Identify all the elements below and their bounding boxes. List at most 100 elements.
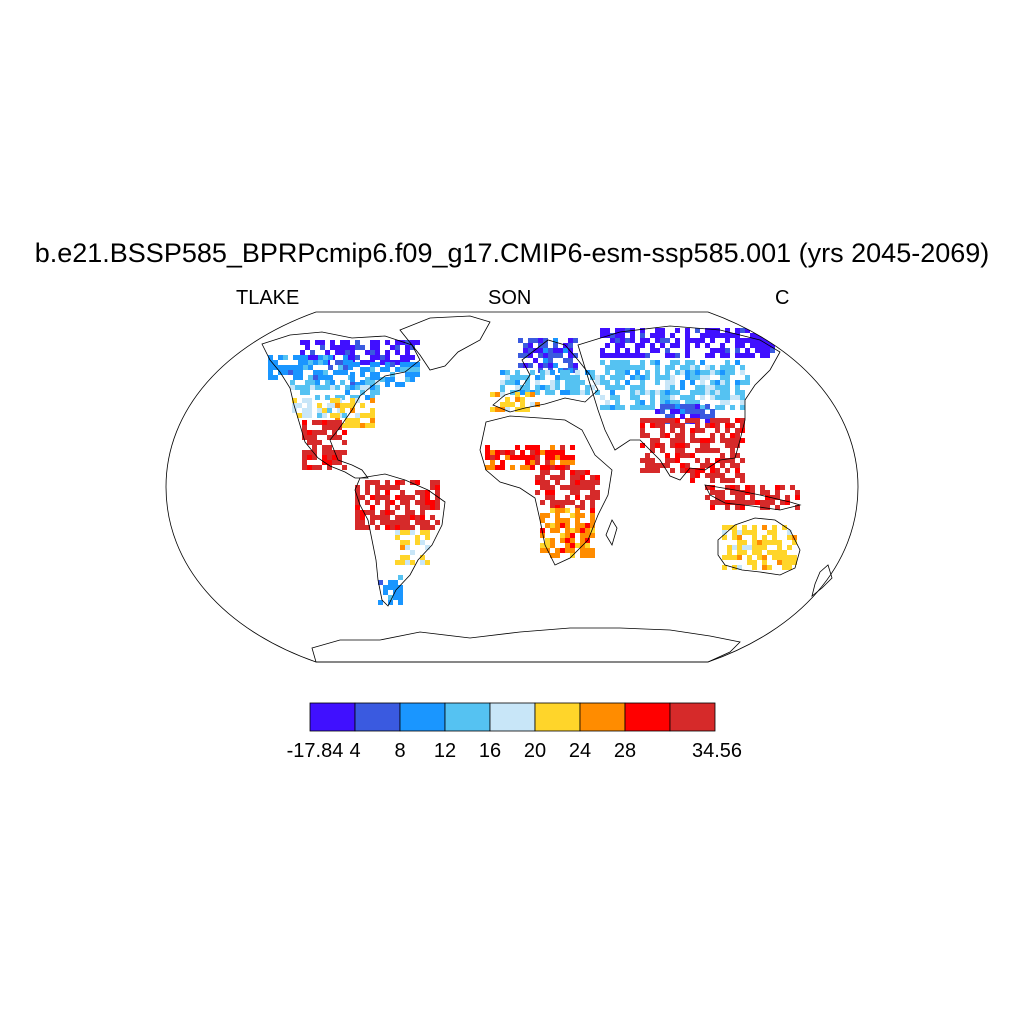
data-cell <box>312 450 317 455</box>
data-cell <box>675 360 680 365</box>
data-cell <box>700 463 705 468</box>
data-cell <box>680 443 685 448</box>
data-cell <box>767 550 772 555</box>
data-cell <box>640 375 645 380</box>
data-cell <box>365 350 370 355</box>
data-cell <box>625 365 630 370</box>
data-cell <box>400 362 405 367</box>
data-cell <box>655 390 660 395</box>
data-cell <box>710 333 715 338</box>
data-cell <box>732 530 737 535</box>
data-cell <box>665 433 670 438</box>
data-cell <box>777 540 782 545</box>
data-cell <box>645 453 650 458</box>
data-cell <box>670 443 675 448</box>
data-cell <box>525 455 530 460</box>
data-cell <box>550 490 555 495</box>
data-cell <box>655 333 660 338</box>
data-cell <box>400 500 405 505</box>
data-cell <box>640 443 645 448</box>
data-cell <box>515 380 520 385</box>
data-cell <box>620 385 625 390</box>
data-cell <box>610 365 615 370</box>
data-cell <box>740 400 745 405</box>
data-cell <box>680 370 685 375</box>
data-cell <box>395 530 400 535</box>
data-cell <box>595 495 600 500</box>
data-cell <box>580 553 585 558</box>
data-cell <box>307 408 312 413</box>
data-cell <box>670 418 675 423</box>
data-cell <box>600 380 605 385</box>
data-cell <box>605 343 610 348</box>
data-cell <box>535 375 540 380</box>
data-cell <box>325 385 330 390</box>
data-cell <box>520 402 525 407</box>
data-cell <box>752 560 757 565</box>
data-cell <box>695 409 700 414</box>
data-cell <box>780 500 785 505</box>
data-cell <box>757 555 762 560</box>
data-cell <box>575 505 580 510</box>
data-cell <box>335 345 340 350</box>
data-cell <box>365 510 370 515</box>
data-cell <box>315 385 320 390</box>
data-cell <box>755 343 760 348</box>
data-cell <box>290 385 295 390</box>
data-cell <box>690 433 695 438</box>
data-cell <box>665 418 670 423</box>
data-cell <box>740 365 745 370</box>
data-cell <box>425 525 430 530</box>
data-cell <box>530 402 535 407</box>
colorbar-tick-label: 20 <box>523 740 547 762</box>
data-cell <box>535 390 540 395</box>
data-cell <box>670 400 675 405</box>
data-cell <box>590 518 595 523</box>
data-cell <box>570 475 575 480</box>
data-cell <box>335 350 340 355</box>
data-cell <box>420 505 425 510</box>
data-cell <box>735 418 740 423</box>
data-cell <box>360 367 365 372</box>
data-cell <box>550 538 555 543</box>
data-cell <box>405 340 410 345</box>
data-cell <box>715 448 720 453</box>
data-cell <box>680 433 685 438</box>
data-cell <box>715 395 720 400</box>
data-cell <box>337 435 342 440</box>
region-southern-brazil <box>395 530 430 565</box>
data-cell <box>565 455 570 460</box>
data-cell <box>405 555 410 560</box>
data-cell <box>675 338 680 343</box>
data-cell <box>405 510 410 515</box>
data-cell <box>742 545 747 550</box>
data-cell <box>380 377 385 382</box>
data-cell <box>772 550 777 555</box>
data-cell <box>670 360 675 365</box>
data-cell <box>390 485 395 490</box>
data-cell <box>585 485 590 490</box>
data-cell <box>360 372 365 377</box>
data-cell <box>390 345 395 350</box>
data-cell <box>300 340 305 345</box>
data-cell <box>585 543 590 548</box>
data-cell <box>565 370 570 375</box>
data-cell <box>520 397 525 402</box>
data-cell <box>710 433 715 438</box>
colorbar-box <box>579 702 626 732</box>
data-cell <box>735 443 740 448</box>
data-cell <box>523 343 528 348</box>
data-cell <box>665 453 670 458</box>
data-cell <box>307 455 312 460</box>
data-cell <box>410 372 415 377</box>
data-cell <box>585 390 590 395</box>
data-cell <box>307 430 312 435</box>
data-cell <box>735 473 740 478</box>
data-cell <box>365 385 370 390</box>
data-cell <box>360 380 365 385</box>
data-cell <box>273 375 278 380</box>
data-cell <box>777 550 782 555</box>
data-cell <box>635 405 640 410</box>
data-cell <box>590 528 595 533</box>
data-cell <box>555 508 560 513</box>
